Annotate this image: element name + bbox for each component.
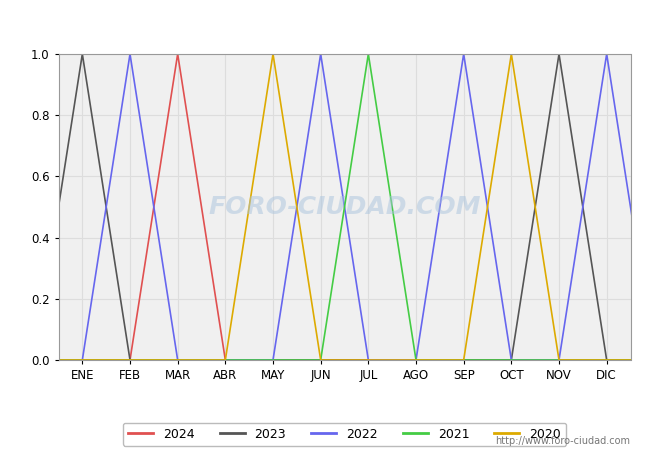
2021 bbox=[174, 357, 181, 363]
Line: 2023: 2023 bbox=[34, 54, 650, 360]
Line: 2021: 2021 bbox=[34, 54, 650, 360]
2024 bbox=[508, 357, 515, 363]
2021 bbox=[269, 357, 277, 363]
2021 bbox=[603, 357, 610, 363]
Text: http://www.foro-ciudad.com: http://www.foro-ciudad.com bbox=[495, 436, 630, 446]
2023 bbox=[31, 357, 38, 363]
2023 bbox=[317, 357, 324, 363]
2024 bbox=[412, 357, 420, 363]
2022 bbox=[365, 357, 372, 363]
2020 bbox=[365, 357, 372, 363]
Text: FORO-CIUDAD.COM: FORO-CIUDAD.COM bbox=[208, 195, 481, 219]
2020 bbox=[126, 357, 134, 363]
2021 bbox=[222, 357, 229, 363]
2023 bbox=[79, 51, 86, 57]
2020 bbox=[412, 357, 420, 363]
2023 bbox=[508, 357, 515, 363]
2024 bbox=[555, 357, 563, 363]
2020 bbox=[460, 357, 467, 363]
2022 bbox=[317, 51, 324, 57]
2023 bbox=[126, 357, 134, 363]
2023 bbox=[222, 357, 229, 363]
2022 bbox=[269, 357, 277, 363]
2022 bbox=[412, 357, 420, 363]
2022 bbox=[31, 357, 38, 363]
2023 bbox=[365, 357, 372, 363]
Legend: 2024, 2023, 2022, 2021, 2020: 2024, 2023, 2022, 2021, 2020 bbox=[123, 423, 566, 446]
2024 bbox=[460, 357, 467, 363]
2024 bbox=[222, 357, 229, 363]
2020 bbox=[79, 357, 86, 363]
2022 bbox=[126, 51, 134, 57]
Text: Matriculaciones de Vehiculos en Fuenterroble de Salvatierra: Matriculaciones de Vehiculos en Fuenterr… bbox=[66, 15, 584, 30]
2021 bbox=[508, 357, 515, 363]
2024 bbox=[317, 357, 324, 363]
2020 bbox=[603, 357, 610, 363]
2023 bbox=[460, 357, 467, 363]
2022 bbox=[460, 51, 467, 57]
2024 bbox=[126, 357, 134, 363]
2022 bbox=[79, 357, 86, 363]
2022 bbox=[555, 357, 563, 363]
2024 bbox=[269, 357, 277, 363]
2024 bbox=[365, 357, 372, 363]
2022 bbox=[508, 357, 515, 363]
2022 bbox=[603, 51, 610, 57]
2020 bbox=[555, 357, 563, 363]
2023 bbox=[174, 357, 181, 363]
Line: 2022: 2022 bbox=[34, 54, 650, 360]
2021 bbox=[79, 357, 86, 363]
2024 bbox=[31, 357, 38, 363]
2021 bbox=[126, 357, 134, 363]
2020 bbox=[269, 51, 277, 57]
2023 bbox=[269, 357, 277, 363]
2021 bbox=[365, 51, 372, 57]
Line: 2020: 2020 bbox=[34, 54, 650, 360]
2024 bbox=[79, 357, 86, 363]
Line: 2024: 2024 bbox=[34, 54, 650, 360]
2021 bbox=[555, 357, 563, 363]
2021 bbox=[317, 357, 324, 363]
2024 bbox=[603, 357, 610, 363]
2020 bbox=[222, 357, 229, 363]
2022 bbox=[174, 357, 181, 363]
2022 bbox=[222, 357, 229, 363]
2020 bbox=[317, 357, 324, 363]
2023 bbox=[412, 357, 420, 363]
2023 bbox=[555, 51, 563, 57]
2021 bbox=[31, 357, 38, 363]
2024 bbox=[174, 51, 181, 57]
2021 bbox=[460, 357, 467, 363]
2020 bbox=[508, 51, 515, 57]
2021 bbox=[412, 357, 420, 363]
2023 bbox=[603, 357, 610, 363]
2020 bbox=[31, 357, 38, 363]
2020 bbox=[174, 357, 181, 363]
